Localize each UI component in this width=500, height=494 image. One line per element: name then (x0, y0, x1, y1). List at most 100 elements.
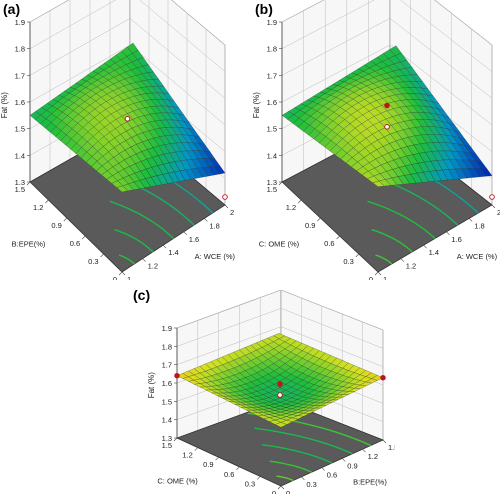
right-axis-tick (491, 204, 496, 209)
z-tick-label: 1.3 (162, 434, 172, 443)
z-tick-label: 1.5 (267, 125, 277, 134)
right-axis-tick (204, 218, 208, 222)
panel-label: (b) (255, 1, 273, 17)
z-tick-label: 1.5 (15, 125, 25, 134)
right-axis-tick (423, 244, 427, 249)
surface-facet (372, 180, 385, 187)
right-axis-tick-label: 1.2 (406, 262, 416, 271)
response-surface (29, 42, 226, 193)
left-axis-tick (355, 253, 360, 258)
z-gridline (281, 0, 493, 72)
left-axis-label: B:EPE(%) (12, 240, 46, 249)
right-axis-tick-label: 2 (497, 208, 500, 217)
z-tick-label: 1.9 (15, 18, 25, 27)
z-tick-label: 1.7 (162, 361, 172, 370)
right-axis-tick (377, 271, 382, 276)
left-axis-tick (194, 447, 199, 451)
z-gridline (281, 18, 493, 99)
right-axis-tick (362, 448, 366, 453)
contour-line (254, 427, 353, 455)
left-axis-tick-label: 1.2 (33, 203, 43, 212)
contour-line (114, 228, 154, 253)
z-tick-label: 1.6 (267, 98, 277, 107)
design-point (124, 116, 131, 122)
z-tick-label: 1.6 (162, 379, 172, 388)
z-gridline (176, 290, 384, 331)
left-axis-tick (374, 271, 379, 276)
right-axis-tick (183, 231, 188, 236)
left-axis-tick-label: 0.3 (343, 257, 353, 266)
floor-axes: 1 1.2 1.4 1.6 1.8 2 0 0.3 0.6 0.9 1.2 1.5 A: WCE (%)… (12, 181, 236, 280)
z-tick-label: 1.5 (162, 397, 172, 406)
design-point (380, 374, 386, 381)
right-axis-tick-label: 1.4 (429, 248, 439, 257)
panel-a: (a) 1.3 1.4 1.5 1.6 1.7 1.8 1.9 Fat (%) 1 1.2 1.4 1… (0, 0, 250, 280)
design-point (222, 194, 228, 200)
right-axis-label: A: WCE (%) (457, 252, 498, 261)
z-tick-label: 1.7 (15, 71, 25, 80)
right-axis-tick (400, 258, 405, 262)
left-axis-tick-label: 0.9 (51, 221, 61, 230)
left-axis-tick (63, 217, 68, 222)
left-axis-tick (45, 199, 49, 204)
right-axis-tick (446, 231, 450, 236)
right-axis-tick (468, 218, 473, 222)
design-point (174, 372, 180, 379)
design-point (384, 102, 390, 109)
left-axis-tick-label: 1.2 (182, 451, 192, 460)
response-surface (176, 333, 384, 428)
right-axis-tick (224, 204, 229, 209)
left-axis-tick (236, 466, 240, 471)
left-axis-tick (256, 476, 261, 480)
response-surface (281, 45, 493, 187)
z-tick-label: 1.3 (15, 178, 25, 187)
z-tick-label: 1.8 (15, 45, 25, 54)
right-axis-tick-label: 1.6 (189, 235, 199, 244)
right-axis-tick-label: 1.6 (451, 235, 461, 244)
right-axis-tick (162, 244, 167, 249)
z-gridline (29, 0, 226, 72)
left-axis-tick (100, 253, 104, 258)
z-tick-label: 1.4 (267, 151, 277, 160)
z-axis-label: Fat (%) (147, 372, 156, 399)
contour-line (367, 200, 436, 240)
z-gridline (176, 326, 384, 367)
panel-label: (a) (3, 1, 21, 17)
contour-line (262, 444, 333, 464)
right-axis-tick (341, 458, 346, 462)
left-axis-tick (277, 485, 282, 490)
design-points (174, 372, 386, 398)
left-axis-tick (336, 235, 340, 240)
z-gridline (29, 0, 226, 46)
z-tick-label: 1.4 (15, 151, 25, 160)
left-axis-tick (297, 199, 302, 204)
design-points (124, 116, 228, 200)
panel-label: (c) (133, 287, 151, 303)
right-axis-label: B:EPE(%) (353, 478, 387, 487)
design-point (277, 392, 283, 398)
design-point (277, 381, 283, 387)
z-tick-label: 1.9 (162, 324, 172, 333)
z-gridline (281, 44, 493, 126)
left-axis-tick-label: 0 (369, 275, 373, 280)
design-point (384, 124, 390, 130)
right-axis-tick (280, 485, 285, 490)
right-axis-tick-label: 0.6 (327, 471, 337, 480)
design-points (384, 102, 495, 200)
left-axis-label: C: OME (%) (259, 240, 300, 249)
left-axis-tick (215, 456, 219, 461)
surface-chart-c: 1.3 1.4 1.5 1.6 1.7 1.8 1.9 Fat (%) 0 0.3 0.6 0.9 1.… (147, 290, 395, 494)
surface-chart-b: 1.3 1.4 1.5 1.6 1.7 1.8 1.9 Fat (%) 1 1.2 1.4 1.6 1.… (252, 0, 500, 280)
right-axis-tick-label: 1.5 (388, 443, 395, 452)
left-axis-tick-label: 1.5 (15, 185, 25, 194)
left-axis-tick (81, 235, 86, 240)
design-point (489, 194, 495, 200)
left-axis-tick (118, 271, 123, 276)
left-axis-tick (317, 217, 321, 222)
z-gridline (281, 0, 493, 46)
contour-line (109, 200, 174, 239)
right-axis-tick-label: 1.2 (368, 452, 378, 461)
left-axis-tick-label: 0.6 (224, 470, 234, 479)
left-axis-tick-label: 0.9 (305, 221, 315, 230)
z-tick-label: 1.8 (162, 342, 172, 351)
